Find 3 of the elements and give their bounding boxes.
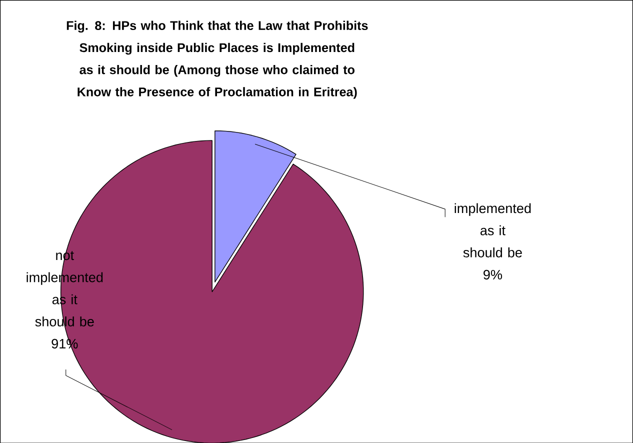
slice-label: implemented as it should be bbox=[454, 203, 531, 258]
chart-title: Fig. 8: HPs who Think that the Law that Prohibits Smoking inside Public Places is Implemented as it should be (Among those who claimed to Know the Presence of Proclamation in Eritrea) bbox=[66, 20, 368, 99]
data-label: 9% bbox=[484, 270, 502, 280]
